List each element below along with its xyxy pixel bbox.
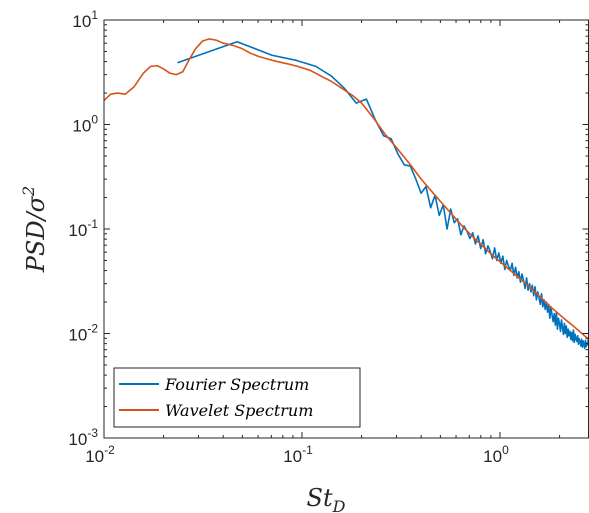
legend-box [113,367,361,428]
legend-label-wavelet: Wavelet Spectrum [165,401,313,420]
x-tick-label: 10-1 [283,443,313,466]
legend-entry-wavelet: Wavelet Spectrum [119,401,313,420]
series-line-wavelet-spectrum [104,38,589,340]
svg-text:PSD/σ2: PSD/σ2 [19,186,50,274]
legend[interactable]: Fourier Spectrum Wavelet Spectrum [113,367,361,428]
legend-label-fourier: Fourier Spectrum [164,375,309,394]
x-axis-label: StD [307,484,346,513]
legend-entry-fourier: Fourier Spectrum [119,375,309,394]
y-axis-label: PSD/σ2 [19,186,50,274]
y-tick-label: 10-1 [68,217,98,240]
x-tick-label: 100 [483,443,509,466]
svg-text:StD: StD [307,484,346,513]
y-tick-label: 100 [72,113,98,136]
series-layer [104,38,589,350]
y-tick-label: 10-2 [68,322,98,345]
y-tick-label: 101 [72,8,98,31]
series-line-fourier-spectrum [177,40,589,350]
y-tick-label: 10-3 [68,426,98,449]
x-tick-label: 10-2 [85,443,115,466]
